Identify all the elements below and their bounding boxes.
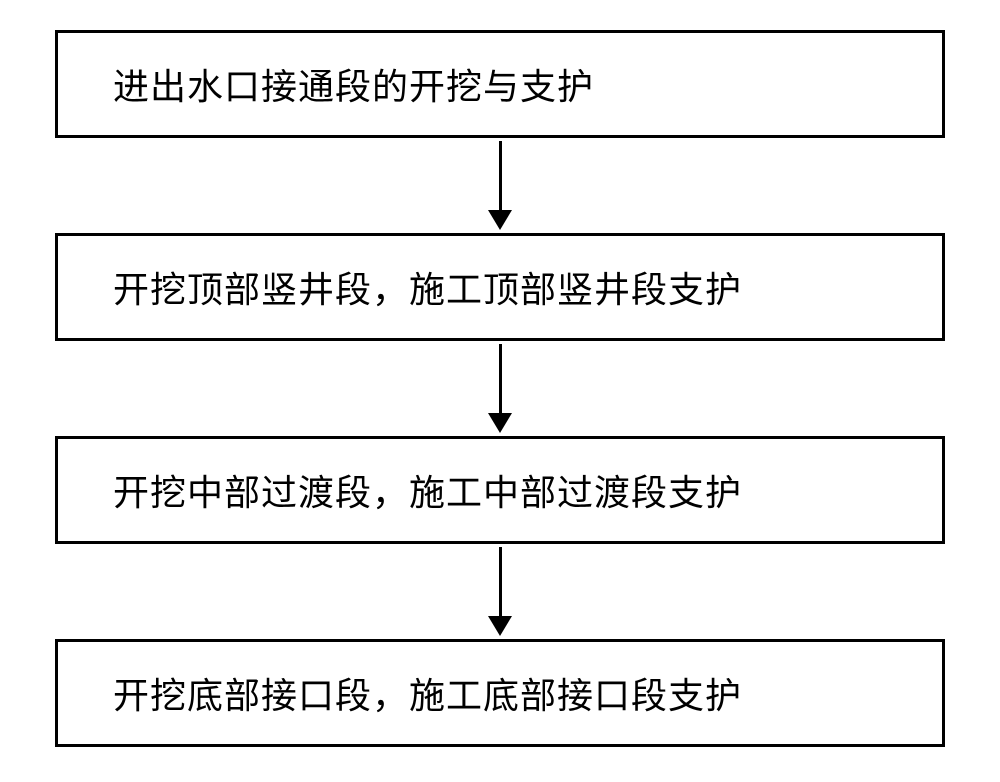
arrow-line	[499, 141, 502, 211]
flowchart-step-3-label: 开挖中部过渡段，施工中部过渡段支护	[113, 464, 742, 516]
flowchart-arrow-3	[488, 544, 512, 639]
arrow-head-icon	[488, 210, 512, 230]
arrow-head-icon	[488, 413, 512, 433]
arrow-line	[499, 547, 502, 617]
flowchart-step-3: 开挖中部过渡段，施工中部过渡段支护	[55, 436, 945, 544]
flowchart-step-2: 开挖顶部竖井段，施工顶部竖井段支护	[55, 233, 945, 341]
arrow-head-icon	[488, 616, 512, 636]
arrow-line	[499, 344, 502, 414]
flowchart-arrow-1	[488, 138, 512, 233]
flowchart-step-4-label: 开挖底部接口段，施工底部接口段支护	[113, 667, 742, 719]
flowchart-step-1-label: 进出水口接通段的开挖与支护	[113, 58, 594, 110]
flowchart-step-4: 开挖底部接口段，施工底部接口段支护	[55, 639, 945, 747]
flowchart-step-1: 进出水口接通段的开挖与支护	[55, 30, 945, 138]
flowchart-arrow-2	[488, 341, 512, 436]
flowchart-step-2-label: 开挖顶部竖井段，施工顶部竖井段支护	[113, 261, 742, 313]
flowchart-container: 进出水口接通段的开挖与支护 开挖顶部竖井段，施工顶部竖井段支护 开挖中部过渡段，…	[0, 30, 1000, 747]
